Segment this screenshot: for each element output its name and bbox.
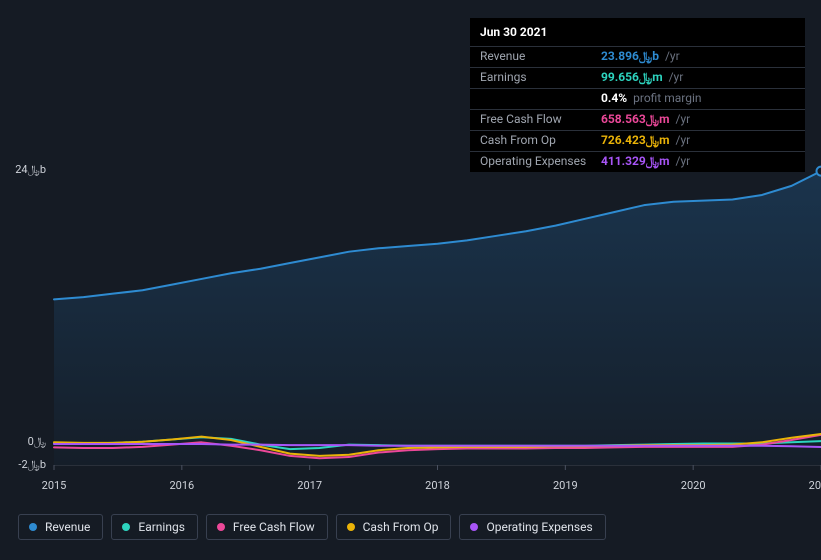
legend-dot-icon [29,523,37,531]
tooltip-row: Earnings ﷼99.656m/yr [470,67,805,88]
y-axis-tick-label: ﷼0 [14,435,46,449]
legend-dot-icon [217,523,225,531]
tooltip-row: Free Cash Flow ﷼658.563m/yr [470,109,805,130]
legend-dot-icon [347,523,355,531]
x-axis-tick-label: 2019 [553,479,578,492]
financials-chart: Jun 30 2021 Revenue ﷼23.896b/yr Earnings ﷼9… [0,0,821,560]
tooltip-date: Jun 30 2021 [470,18,805,46]
legend-item-opex[interactable]: Operating Expenses [459,514,605,540]
tooltip-row-suffix: /yr [676,112,691,126]
x-axis-tick-label: 2015 [42,479,67,492]
tooltip-row: 0.4% profit margin [470,88,805,109]
tooltip-row-value: ﷼23.896b [601,49,659,64]
chart-svg [14,154,821,508]
tooltip-row-value: ﷼726.423m [601,133,670,148]
x-axis-tick-label: 2016 [169,479,194,492]
x-axis-tick-label: 2021 [809,479,821,492]
tooltip-row-value: ﷼658.563m [601,112,670,127]
legend-item-label: Revenue [45,520,90,534]
legend-item-label: Free Cash Flow [233,520,315,534]
tooltip-row-suffix: /yr [665,49,680,63]
tooltip-row-suffix: profit margin [633,91,701,105]
tooltip-row-value: ﷼99.656m [601,70,663,85]
y-axis-tick-label: -﷼2b [14,458,46,472]
tooltip-row-label: Earnings [480,70,595,84]
tooltip-row: Cash From Op ﷼726.423m/yr [470,130,805,151]
legend-item-earnings[interactable]: Earnings [111,514,198,540]
legend-item-label: Operating Expenses [486,520,592,534]
chart-legend: Revenue Earnings Free Cash Flow Cash From O… [18,514,606,540]
legend-item-label: Earnings [138,520,185,534]
tooltip-row-value: 0.4% [601,91,627,105]
legend-item-label: Cash From Op [363,520,439,534]
tooltip-row-suffix: /yr [669,70,684,84]
legend-item-fcf[interactable]: Free Cash Flow [206,514,328,540]
chart-tooltip: Jun 30 2021 Revenue ﷼23.896b/yr Earnings ﷼9… [470,18,805,172]
legend-dot-icon [122,523,130,531]
tooltip-row-label: Revenue [480,49,595,63]
tooltip-row-label: Cash From Op [480,133,595,147]
legend-item-revenue[interactable]: Revenue [18,514,103,540]
tooltip-row-suffix: /yr [676,133,691,147]
y-axis-tick-label: ﷼24b [14,163,46,177]
legend-dot-icon [470,523,478,531]
tooltip-row-label: Free Cash Flow [480,112,595,126]
x-axis-tick-label: 2017 [297,479,322,492]
x-axis-tick-label: 2020 [681,479,706,492]
legend-item-cfo[interactable]: Cash From Op [336,514,452,540]
tooltip-row: Revenue ﷼23.896b/yr [470,46,805,67]
x-axis-tick-label: 2018 [425,479,450,492]
chart-plot-area[interactable]: ﷼24b ﷼0 -﷼2b 2015 2016 2017 2018 2019 2020 2021 [14,154,821,508]
